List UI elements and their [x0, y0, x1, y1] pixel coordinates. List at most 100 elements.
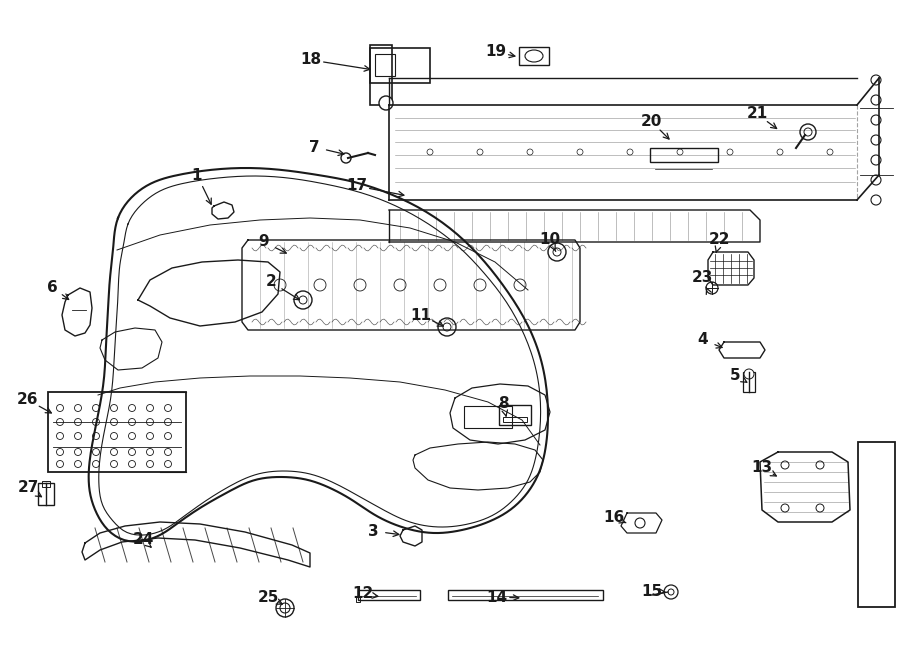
Circle shape [871, 75, 881, 85]
Bar [448, 590, 603, 600]
Circle shape [147, 448, 154, 455]
Text: 23: 23 [691, 271, 713, 285]
Text: 5: 5 [730, 367, 741, 383]
Text: 27: 27 [17, 481, 39, 495]
Text: 3: 3 [368, 524, 378, 538]
Circle shape [827, 149, 833, 155]
Circle shape [93, 432, 100, 440]
Circle shape [147, 418, 154, 426]
Circle shape [93, 404, 100, 412]
Circle shape [165, 461, 172, 467]
Circle shape [677, 149, 683, 155]
Text: 22: 22 [709, 232, 731, 248]
Circle shape [816, 504, 824, 512]
Circle shape [668, 589, 674, 595]
Circle shape [871, 135, 881, 145]
Circle shape [57, 432, 64, 440]
Text: 19: 19 [485, 44, 507, 60]
Text: 16: 16 [603, 510, 625, 526]
Text: 11: 11 [410, 308, 431, 322]
Circle shape [474, 279, 486, 291]
Circle shape [553, 248, 561, 256]
Circle shape [871, 195, 881, 205]
Circle shape [165, 448, 172, 455]
Circle shape [111, 404, 118, 412]
Text: 12: 12 [353, 587, 374, 602]
Text: 20: 20 [640, 113, 662, 128]
Text: 17: 17 [346, 179, 367, 193]
Circle shape [514, 279, 526, 291]
Circle shape [427, 149, 433, 155]
Circle shape [577, 149, 583, 155]
Circle shape [871, 175, 881, 185]
Circle shape [93, 461, 100, 467]
Circle shape [280, 603, 290, 613]
Bar [356, 596, 360, 602]
Circle shape [147, 432, 154, 440]
Circle shape [129, 418, 136, 426]
Text: 13: 13 [752, 461, 772, 475]
Circle shape [438, 318, 456, 336]
Bar [650, 148, 718, 162]
Bar [38, 483, 54, 505]
Circle shape [477, 149, 483, 155]
Bar [375, 54, 395, 76]
Text: 21: 21 [746, 107, 768, 122]
Circle shape [781, 461, 789, 469]
Circle shape [165, 418, 172, 426]
Circle shape [727, 149, 733, 155]
Circle shape [75, 461, 82, 467]
Circle shape [129, 432, 136, 440]
Circle shape [111, 418, 118, 426]
Circle shape [816, 461, 824, 469]
Circle shape [129, 404, 136, 412]
Bar [370, 45, 392, 105]
Circle shape [299, 296, 307, 304]
Circle shape [635, 518, 645, 528]
Circle shape [664, 585, 678, 599]
Text: 26: 26 [17, 393, 39, 408]
Text: 6: 6 [47, 279, 58, 295]
Bar [358, 590, 420, 600]
Circle shape [75, 404, 82, 412]
Circle shape [57, 404, 64, 412]
Circle shape [75, 418, 82, 426]
Text: 25: 25 [257, 589, 279, 604]
Text: 1: 1 [192, 167, 202, 183]
Circle shape [129, 461, 136, 467]
Bar [499, 405, 531, 425]
Circle shape [744, 369, 754, 379]
Circle shape [165, 432, 172, 440]
Circle shape [443, 323, 451, 331]
Circle shape [75, 448, 82, 455]
Circle shape [781, 504, 789, 512]
Bar [503, 417, 527, 422]
Bar [519, 47, 549, 65]
Circle shape [627, 149, 633, 155]
Text: 15: 15 [642, 583, 662, 598]
Circle shape [276, 599, 294, 617]
Circle shape [804, 128, 812, 136]
Text: 24: 24 [132, 532, 154, 547]
Circle shape [111, 448, 118, 455]
Text: 7: 7 [309, 140, 320, 154]
Text: 2: 2 [266, 275, 276, 289]
Text: 18: 18 [301, 52, 321, 68]
Circle shape [111, 432, 118, 440]
Circle shape [379, 96, 393, 110]
Circle shape [147, 461, 154, 467]
Circle shape [871, 155, 881, 165]
Text: 9: 9 [258, 234, 269, 250]
Circle shape [93, 418, 100, 426]
Circle shape [147, 404, 154, 412]
Circle shape [75, 432, 82, 440]
Circle shape [527, 149, 533, 155]
Circle shape [354, 279, 366, 291]
Circle shape [341, 153, 351, 163]
Circle shape [294, 291, 312, 309]
Circle shape [129, 448, 136, 455]
Text: 14: 14 [486, 589, 508, 604]
Circle shape [394, 279, 406, 291]
Circle shape [871, 115, 881, 125]
Bar [743, 372, 755, 392]
